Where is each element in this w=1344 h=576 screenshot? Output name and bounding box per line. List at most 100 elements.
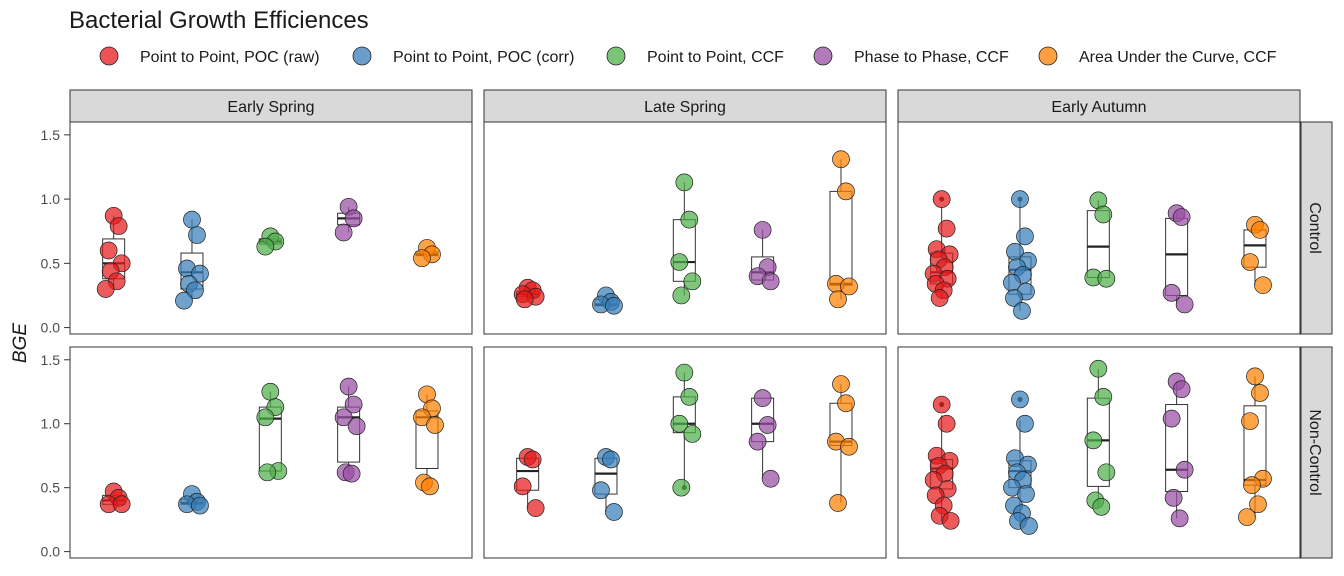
legend-label-3: Point to Point, CCF (647, 49, 784, 66)
data-point (256, 408, 275, 427)
data-point (183, 210, 201, 229)
data-point (672, 478, 691, 497)
data-point (1162, 284, 1181, 302)
y-tick-label: 1.0 (41, 191, 61, 207)
data-point (753, 389, 772, 408)
data-point (426, 416, 444, 434)
data-point (188, 226, 206, 244)
strip-row-label-2: Non-Control (1306, 409, 1323, 495)
data-point (670, 253, 689, 271)
data-point (675, 363, 694, 382)
data-point (339, 377, 358, 396)
panel-border (897, 346, 1301, 559)
data-point (683, 425, 702, 443)
y-axis-label: BGE (10, 323, 31, 363)
panel-2 (483, 121, 887, 335)
legend-label-2: Point to Point, POC (corr) (393, 49, 574, 66)
data-point (342, 464, 361, 483)
data-point (1249, 495, 1267, 514)
data-point (1011, 190, 1029, 208)
strip-column-2 (483, 89, 887, 123)
data-point (602, 450, 620, 469)
legend-key-2 (352, 46, 372, 66)
data-point (1170, 509, 1189, 528)
data-point (1251, 221, 1269, 239)
data-point (109, 217, 128, 235)
data-point (523, 450, 542, 469)
data-point (675, 173, 694, 192)
legend-key-5 (1038, 46, 1058, 66)
legend-label-1: Point to Point, POC (raw) (140, 49, 320, 66)
legend: Point to Point, POC (raw) Point to Point,… (99, 46, 1277, 66)
strip-row-2 (1300, 346, 1333, 559)
data-point (761, 272, 780, 291)
data-point (1013, 302, 1031, 320)
data-point (680, 210, 699, 229)
data-point (1094, 205, 1113, 224)
data-point (515, 290, 534, 309)
y-tick-label: 0.0 (41, 320, 61, 336)
data-point (605, 296, 623, 315)
data-point (605, 503, 623, 521)
data-point (1097, 463, 1116, 482)
data-point (413, 408, 431, 427)
data-point (683, 272, 702, 291)
y-tick-label: 0.0 (41, 544, 61, 560)
data-point (937, 219, 956, 238)
panel-border (69, 346, 473, 559)
data-point (1243, 476, 1261, 494)
legend-key-3 (606, 46, 626, 66)
strip-column-3 (897, 89, 1301, 123)
data-point (832, 375, 850, 393)
facet-panels: Early Spring Late Spring Early Autumn Contr… (41, 89, 1333, 560)
legend-label-4: Phase to Phase, CCF (854, 49, 1009, 66)
data-point (413, 249, 431, 268)
strip-column-1 (69, 89, 473, 123)
data-point (1172, 380, 1191, 399)
panel-1 (69, 121, 473, 335)
data-point (261, 382, 280, 401)
data-point (1172, 208, 1191, 226)
strip-label-2: Late Spring (644, 99, 726, 116)
data-point (840, 277, 858, 296)
data-point (1094, 388, 1113, 406)
data-point (1097, 269, 1116, 288)
legend-key-1 (99, 46, 119, 66)
data-point (344, 209, 363, 228)
data-point (1092, 497, 1111, 516)
data-point (256, 237, 275, 256)
data-point (258, 463, 277, 482)
data-point (932, 190, 951, 208)
data-point (334, 408, 353, 427)
data-point (191, 264, 209, 283)
data-point (937, 414, 956, 433)
y-tick-label: 1.0 (41, 416, 61, 432)
data-point (1241, 412, 1259, 431)
data-point (526, 499, 545, 517)
panel-border (897, 121, 1301, 335)
data-point (941, 512, 960, 530)
data-point (1164, 489, 1183, 507)
legend-key-4 (813, 46, 833, 66)
data-point (1254, 276, 1272, 295)
data-point (1005, 289, 1023, 307)
data-point (832, 150, 850, 169)
data-point (753, 221, 772, 239)
data-point (344, 395, 363, 414)
data-point (932, 395, 951, 414)
data-point (191, 496, 209, 515)
data-point (670, 414, 689, 433)
y-tick-label: 0.5 (41, 255, 61, 271)
data-point (672, 286, 691, 305)
data-point (761, 469, 780, 488)
data-point (837, 182, 855, 201)
strip-row-1 (1300, 121, 1333, 335)
strip-label-1: Early Spring (227, 99, 314, 116)
data-point (334, 223, 353, 242)
data-point (96, 280, 115, 298)
panel-4 (69, 346, 473, 559)
data-point (513, 477, 532, 496)
data-point (1017, 485, 1035, 503)
data-point (1084, 431, 1103, 450)
data-point (758, 416, 777, 434)
